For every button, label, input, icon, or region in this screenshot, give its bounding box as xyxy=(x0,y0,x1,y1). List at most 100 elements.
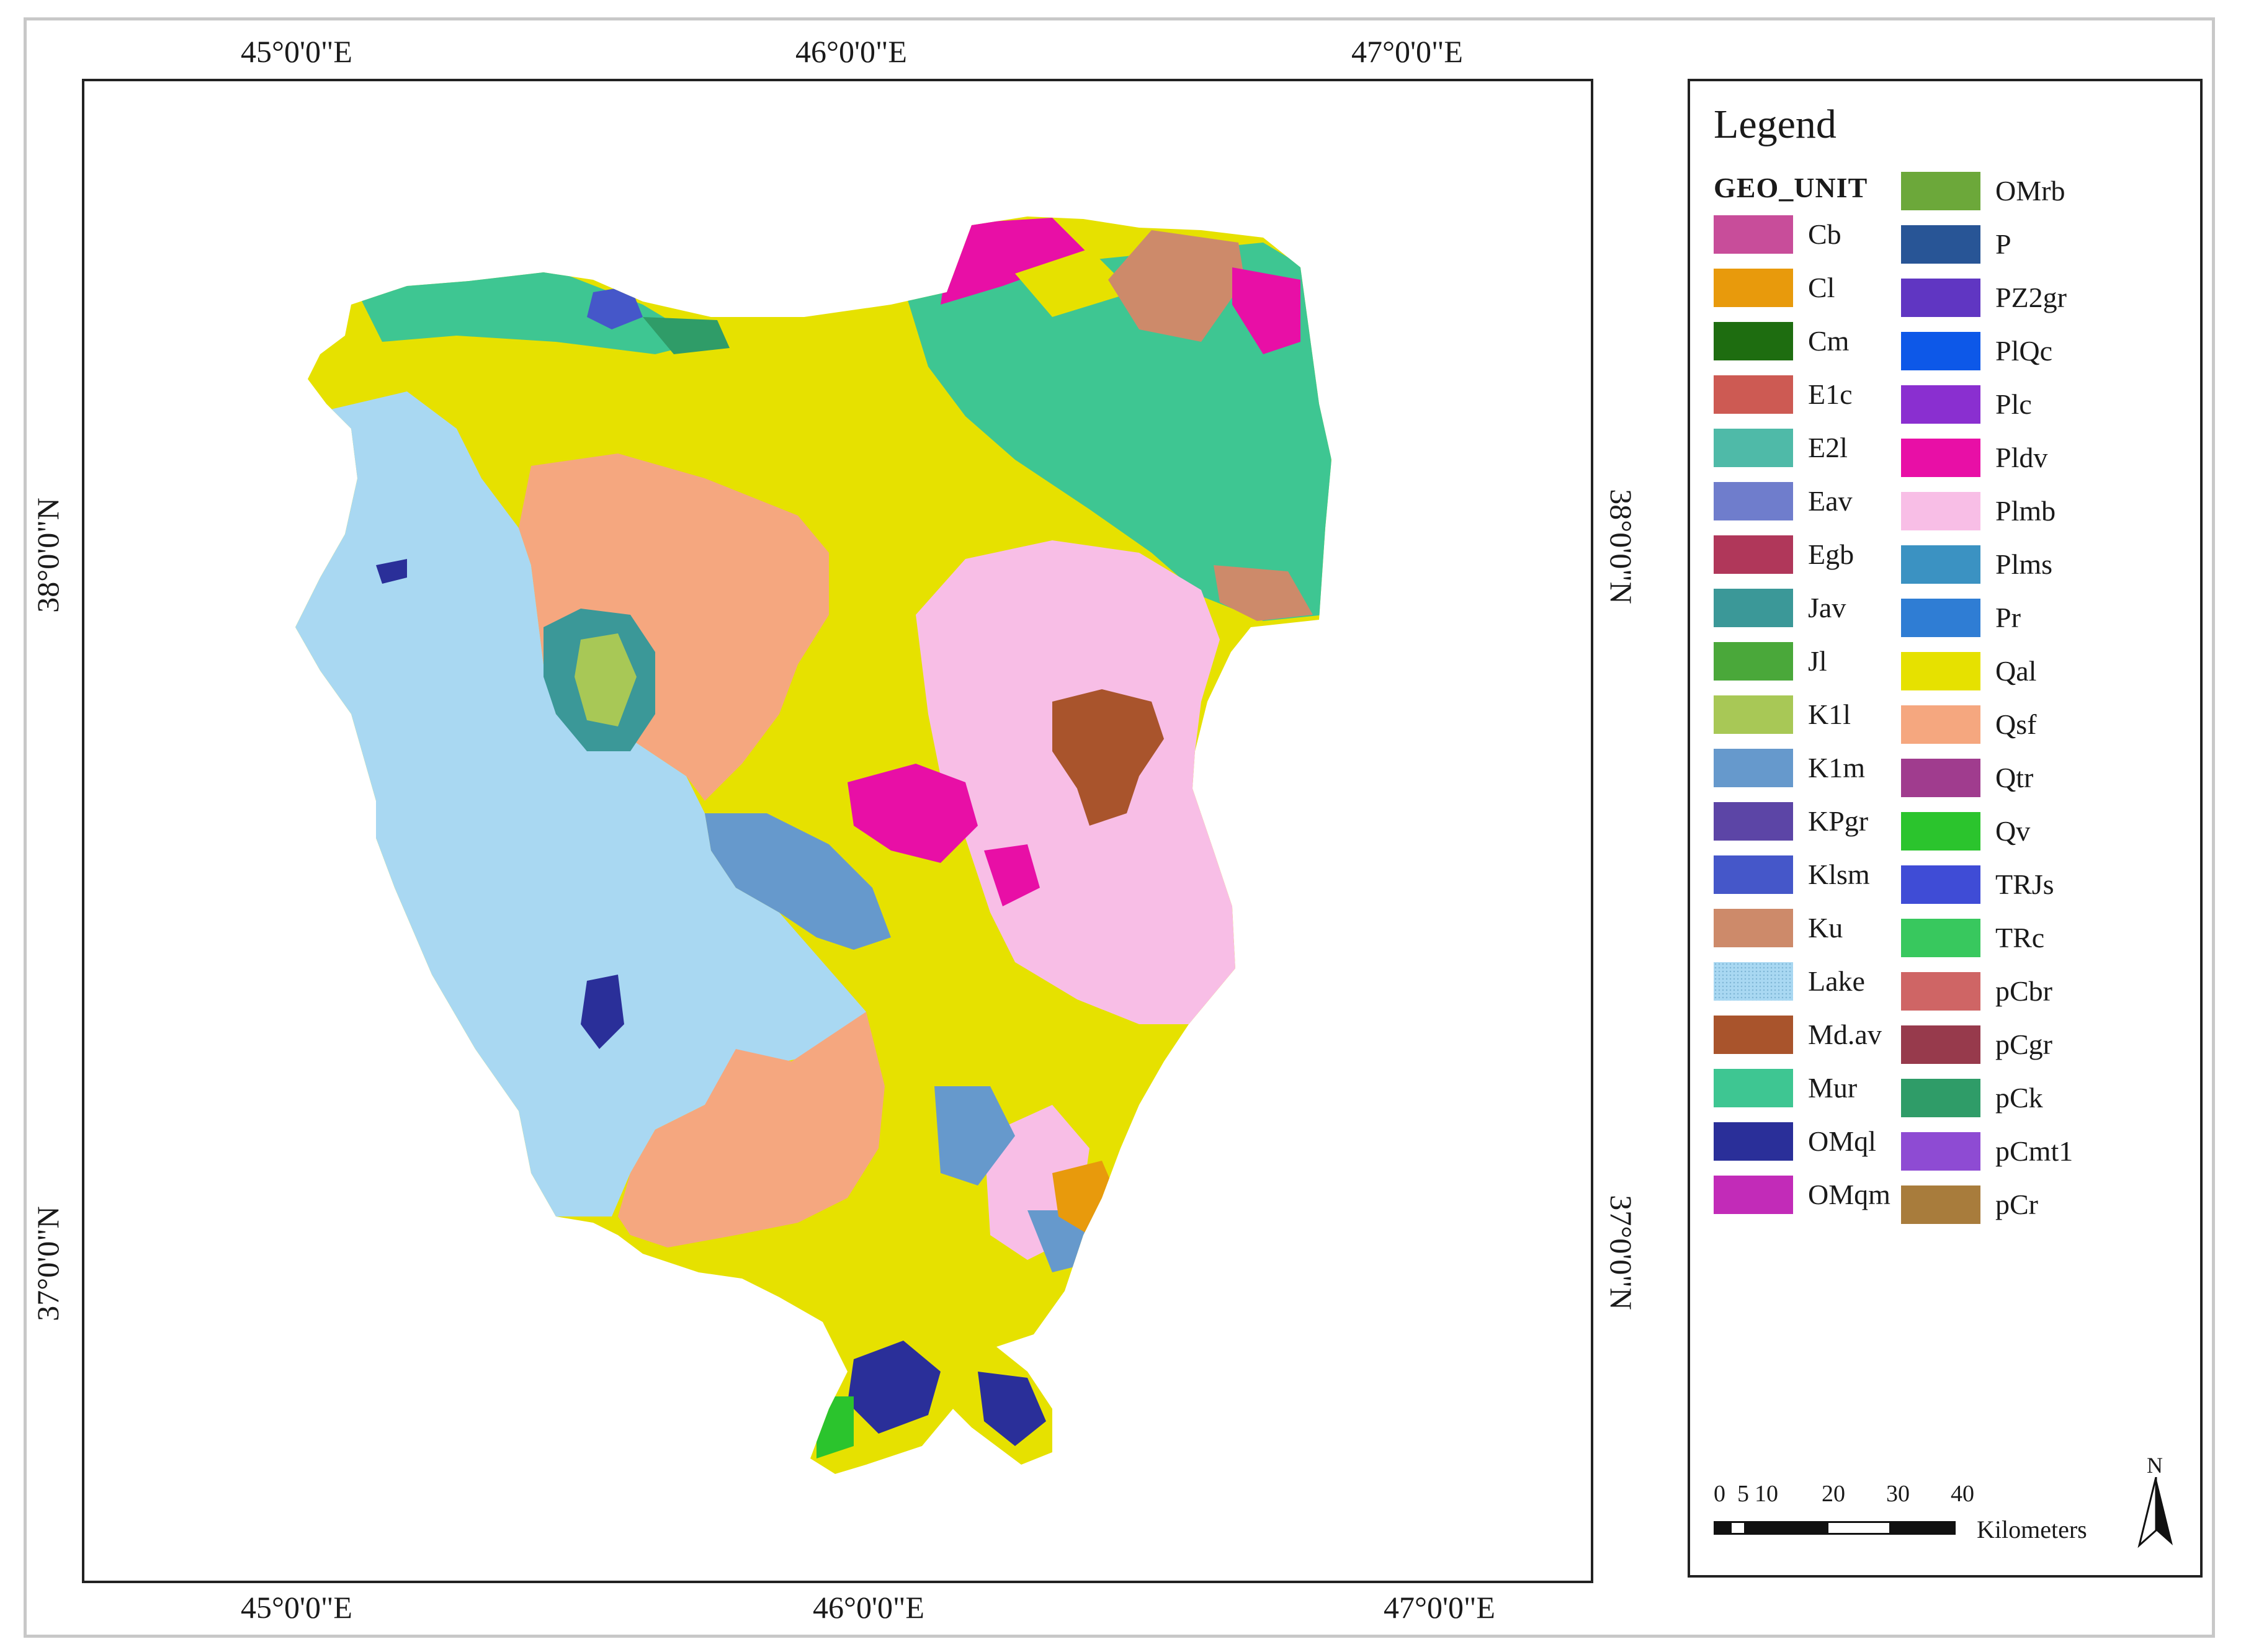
legend-label: PlQc xyxy=(1995,335,2052,367)
map-panel[interactable] xyxy=(82,79,1593,1583)
legend-label: Ku xyxy=(1808,912,1843,944)
legend-swatch xyxy=(1714,909,1793,947)
lat-label-left-1: 38°0'0"N xyxy=(30,498,65,613)
legend-label: PZ2gr xyxy=(1995,282,2067,313)
legend-swatch xyxy=(1714,1176,1793,1214)
legend-swatch xyxy=(1901,652,1980,690)
legend-swatch xyxy=(1714,642,1793,681)
legend-label: E1c xyxy=(1808,378,1853,410)
legend-swatch xyxy=(1901,865,1980,904)
legend-swatch xyxy=(1901,439,1980,477)
legend-label: Plmb xyxy=(1995,495,2056,527)
legend-swatch xyxy=(1714,1069,1793,1107)
scale-tick-40: 40 xyxy=(1951,1481,1974,1507)
legend-swatch xyxy=(1901,172,1980,210)
legend-label: K1m xyxy=(1808,752,1865,784)
legend-panel: Legend GEO_UNIT Cb Cl Cm E1c E2l Eav Egb Jav Jl K… xyxy=(1688,79,2203,1578)
legend-swatch xyxy=(1901,1132,1980,1171)
scale-segment xyxy=(1891,1521,1956,1535)
legend-swatch xyxy=(1714,1122,1793,1161)
legend-label: Plc xyxy=(1995,388,2032,420)
legend-swatch xyxy=(1901,1025,1980,1064)
scale-segment xyxy=(1762,1521,1827,1535)
legend-swatch xyxy=(1714,429,1793,467)
legend-label: Qv xyxy=(1995,815,2031,847)
lon-label-bottom-2: 46°0'0"E xyxy=(813,1590,924,1625)
legend-label: E2l xyxy=(1808,432,1848,463)
legend-label: Cl xyxy=(1808,272,1835,303)
lat-label-left-2: 37°0'0"N xyxy=(30,1206,65,1321)
legend-label: Pr xyxy=(1995,602,2021,633)
legend-label: pCgr xyxy=(1995,1029,2052,1060)
legend-swatch xyxy=(1901,1185,1980,1224)
legend-swatch xyxy=(1714,482,1793,520)
legend-label: Pldv xyxy=(1995,442,2048,473)
legend-swatch xyxy=(1714,695,1793,734)
scale-tick-20: 20 xyxy=(1822,1481,1845,1507)
legend-swatch xyxy=(1714,535,1793,574)
north-arrow-icon xyxy=(2137,1477,2173,1548)
legend-label: OMql xyxy=(1808,1125,1876,1157)
legend-title: Legend xyxy=(1714,102,1837,147)
legend-label: TRJs xyxy=(1995,868,2054,900)
legend-label: Qsf xyxy=(1995,708,2037,740)
scale-bar: 0 5 10 20 30 40 Kilometers xyxy=(1714,1480,2087,1555)
legend-swatch xyxy=(1901,972,1980,1011)
legend-label: Eav xyxy=(1808,485,1853,517)
legend-label: Klsm xyxy=(1808,859,1870,890)
legend-label: Qtr xyxy=(1995,762,2034,793)
north-label: N xyxy=(2147,1453,2163,1478)
legend-swatch xyxy=(1901,705,1980,744)
lon-label-top-1: 45°0'0"E xyxy=(241,34,352,69)
figure-frame xyxy=(24,17,2215,1638)
legend-swatch xyxy=(1714,589,1793,627)
legend-label: Jl xyxy=(1808,645,1827,677)
legend-swatch xyxy=(1714,855,1793,894)
legend-label: Mur xyxy=(1808,1072,1858,1104)
scale-tick-5: 5 xyxy=(1737,1481,1749,1507)
legend-swatch xyxy=(1714,802,1793,841)
legend-label: pCr xyxy=(1995,1189,2038,1220)
scale-segment xyxy=(1827,1521,1891,1535)
legend-swatch xyxy=(1901,225,1980,264)
legend-label: pCmt1 xyxy=(1995,1135,2074,1167)
scale-unit: Kilometers xyxy=(1977,1516,2087,1543)
legend-swatch xyxy=(1714,1016,1793,1054)
legend-swatch xyxy=(1714,962,1793,1001)
legend-swatch xyxy=(1901,279,1980,317)
legend-label: KPgr xyxy=(1808,805,1869,837)
legend-label: Jav xyxy=(1808,592,1846,623)
legend-label: Md.av xyxy=(1808,1019,1882,1050)
scale-tick-30: 30 xyxy=(1886,1481,1910,1507)
legend-label: Lake xyxy=(1808,965,1865,997)
legend-swatch xyxy=(1714,375,1793,414)
legend-label: Egb xyxy=(1808,538,1855,570)
scale-segment xyxy=(1746,1521,1762,1535)
legend-label: OMrb xyxy=(1995,175,2065,207)
legend-swatch xyxy=(1901,332,1980,370)
legend-label: Qal xyxy=(1995,655,2037,687)
legend-swatch xyxy=(1714,749,1793,787)
legend-swatch xyxy=(1901,919,1980,957)
lon-label-bottom-3: 47°0'0"E xyxy=(1384,1590,1495,1625)
legend-swatch xyxy=(1901,545,1980,584)
scale-tick-0: 0 xyxy=(1714,1481,1725,1507)
legend-label: pCbr xyxy=(1995,975,2052,1007)
legend-swatch xyxy=(1901,385,1980,424)
legend-label: TRc xyxy=(1995,922,2045,953)
legend-swatch xyxy=(1901,599,1980,637)
legend-swatch xyxy=(1901,1079,1980,1117)
scale-tick-10: 10 xyxy=(1755,1481,1778,1507)
lon-label-top-2: 46°0'0"E xyxy=(795,34,907,69)
lon-label-top-3: 47°0'0"E xyxy=(1351,34,1463,69)
legend-swatch xyxy=(1901,492,1980,530)
legend-label: K1l xyxy=(1808,699,1851,730)
north-arrow: N xyxy=(2134,1452,2178,1552)
legend-label: pCk xyxy=(1995,1082,2043,1114)
legend-label: P xyxy=(1995,228,2011,260)
geology-map xyxy=(295,217,1331,1474)
legend-label: Cm xyxy=(1808,325,1850,357)
lon-label-bottom-1: 45°0'0"E xyxy=(241,1590,352,1625)
lat-label-right-2: 37°0'0"N xyxy=(1603,1195,1639,1310)
legend-label: Plms xyxy=(1995,548,2053,580)
